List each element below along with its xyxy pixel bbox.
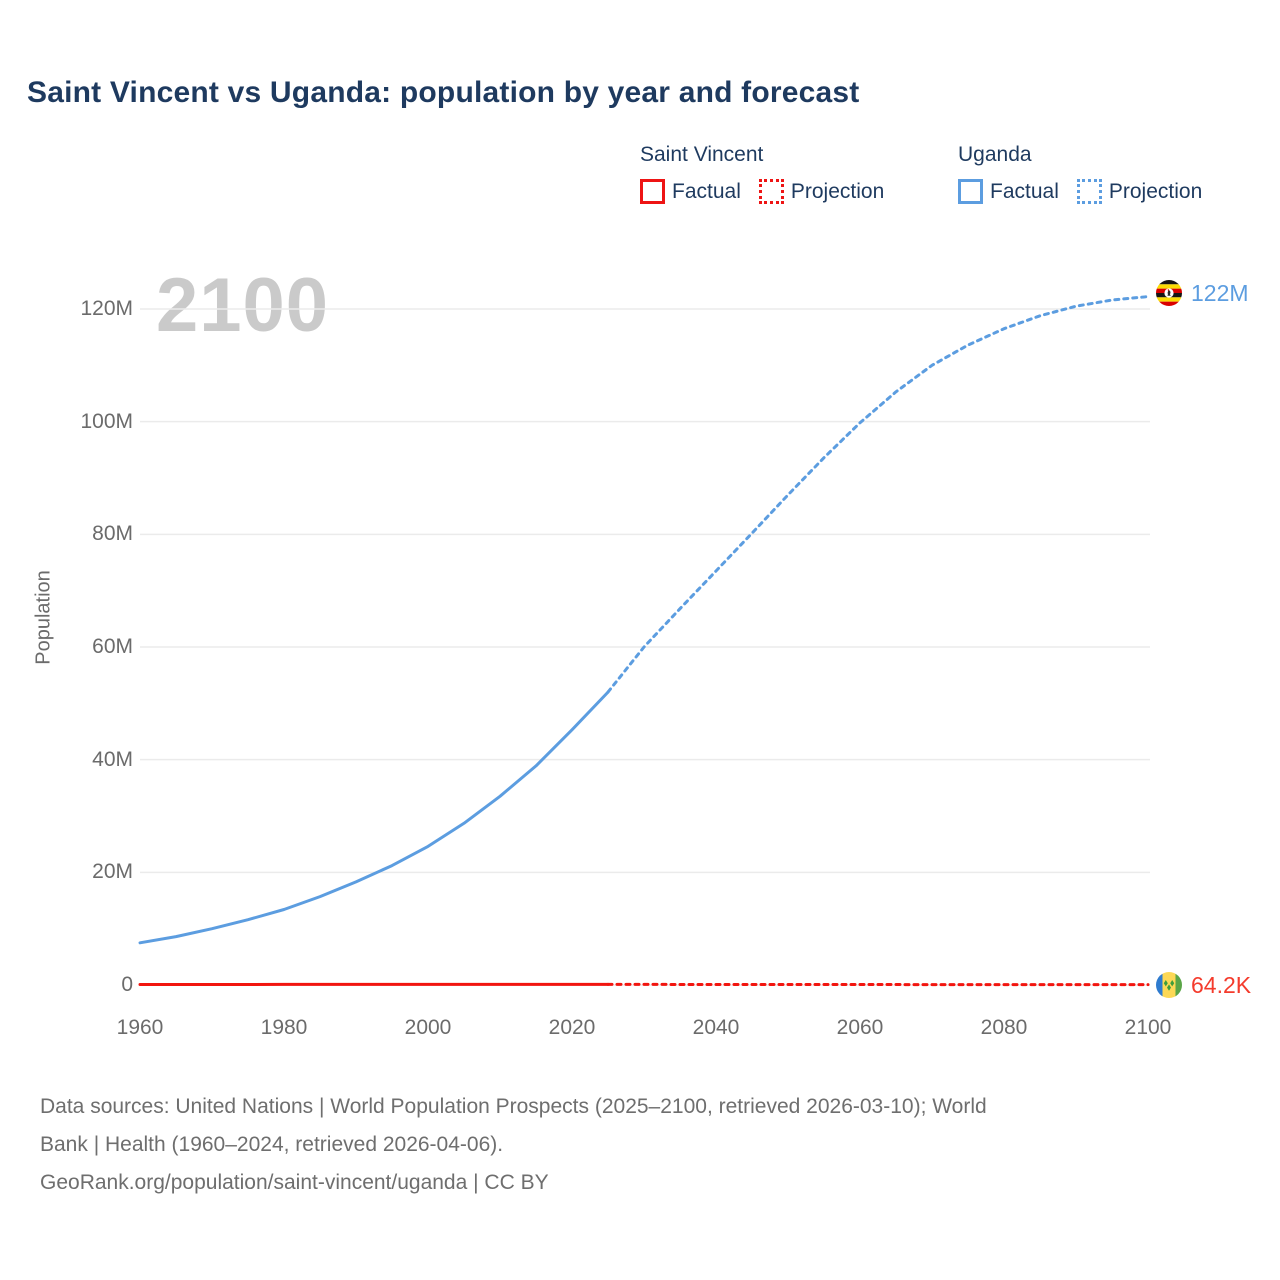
x-tick-label: 1980 — [260, 1016, 308, 1039]
legend-swatch-icon — [1076, 179, 1102, 204]
data-sources-line: Data sources: United Nations | World Pop… — [40, 1095, 987, 1118]
page-title: Saint Vincent vs Uganda: population by y… — [27, 76, 860, 109]
y-tick-label: 80M — [92, 522, 133, 546]
legend-item-saint-vincent-projection[interactable]: Projection — [758, 179, 885, 204]
legend-item-label: Factual — [990, 179, 1059, 203]
x-tick-label: 2000 — [404, 1016, 452, 1039]
y-tick-label: 100M — [80, 409, 133, 433]
legend-row: Factual Projection — [640, 179, 884, 204]
legend-header: Saint Vincent — [640, 143, 764, 166]
current-year-watermark: 2100 — [156, 263, 330, 348]
uganda-factual-line[interactable] — [138, 690, 610, 945]
legend-item-saint-vincent-factual[interactable]: Factual — [640, 179, 741, 204]
saint-vincent-end-value-label: 64.2K — [1191, 972, 1252, 998]
uganda-flag-icon[interactable] — [1156, 280, 1182, 306]
footer: Data sources: United Nations | World Pop… — [40, 1088, 1250, 1202]
y-tick-label: 40M — [92, 747, 133, 771]
attribution-line: GeoRank.org/population/saint-vincent/uga… — [40, 1171, 549, 1194]
legend-group-uganda: Uganda Factual Projection — [958, 143, 1202, 204]
y-axis-title: Population — [32, 570, 55, 665]
legend-item-label: Projection — [1108, 179, 1203, 203]
y-tick-label: 0 — [121, 973, 133, 996]
x-tick-label: 1960 — [116, 1016, 164, 1039]
x-tick-label: 2080 — [980, 1016, 1028, 1039]
x-tick-label: 2060 — [836, 1016, 884, 1039]
legend-swatch-icon — [758, 179, 784, 204]
y-tick-label: 20M — [92, 860, 133, 884]
x-tick-label: 2100 — [1124, 1016, 1172, 1039]
y-tick-label: 120M — [80, 297, 133, 320]
x-tick-label: 2020 — [548, 1016, 596, 1039]
x-tick-label: 2040 — [692, 1016, 740, 1039]
legend-item-label: Projection — [790, 179, 885, 203]
uganda-end-value-label: 122M — [1191, 280, 1249, 306]
legend-item-label: Factual — [672, 179, 741, 203]
legend-item-uganda-factual[interactable]: Factual — [958, 179, 1059, 204]
legend-row: Factual Projection — [958, 179, 1202, 204]
legend-swatch-icon — [958, 179, 983, 204]
data-sources-line: Bank | Health (1960–2024, retrieved 2026… — [40, 1133, 504, 1156]
legend-item-uganda-projection[interactable]: Projection — [1076, 179, 1203, 204]
legend-swatch-icon — [640, 179, 665, 204]
uganda-projection-line[interactable] — [606, 295, 1150, 694]
legend-header: Uganda — [958, 143, 1032, 166]
legend-group-saint-vincent: Saint Vincent Factual Projection — [640, 143, 884, 204]
saint-vincent-flag-icon[interactable] — [1156, 972, 1182, 998]
y-tick-label: 60M — [92, 635, 133, 658]
